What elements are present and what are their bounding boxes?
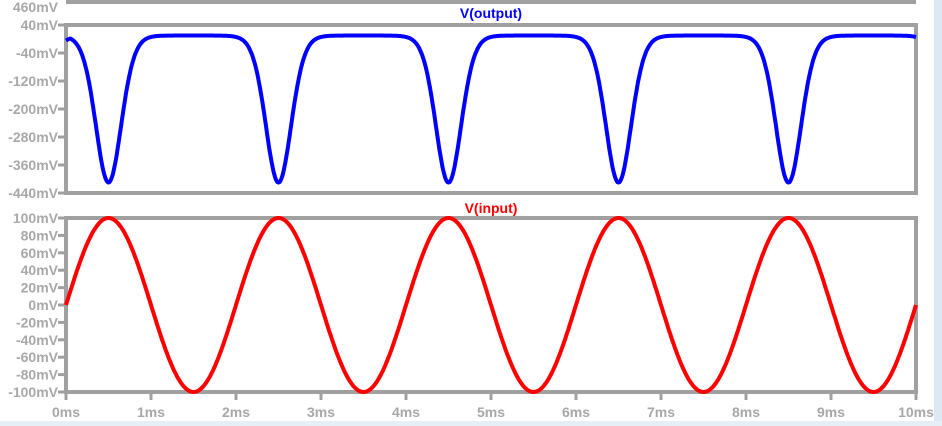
ytick-label: 0mV	[28, 297, 58, 313]
ytick-label: -40mV	[16, 332, 59, 348]
xtick-label: 2ms	[222, 404, 250, 420]
xtick-label: 7ms	[647, 404, 675, 420]
xtick-label: 10ms	[898, 404, 934, 420]
ytick-label: -80mV	[16, 367, 59, 383]
ytick-label: 80mV	[21, 227, 59, 243]
ytick-label: -40mV	[16, 45, 59, 61]
ytick-label: -20mV	[16, 314, 59, 330]
ytick-label: 60mV	[21, 245, 59, 261]
plot-frame	[64, 23, 918, 195]
vertical-scrollbar[interactable]	[934, 0, 942, 426]
output-pane[interactable]: 40mV -40mV -120mV -200mV -280mV -360mV -440mV	[8, 17, 918, 201]
ytick-label: -60mV	[16, 349, 59, 365]
ytick-label: 100mV	[13, 210, 59, 226]
ytick-label: -100mV	[8, 384, 58, 400]
xtick-label: 6ms	[562, 404, 590, 420]
trace-voutput[interactable]	[64, 33, 918, 185]
xtick-label: 4ms	[392, 404, 420, 420]
ytick-label: 40mV	[21, 262, 59, 278]
trace-vinput[interactable]	[64, 216, 918, 394]
xtick-label: 8ms	[732, 404, 760, 420]
ytick-label: 20mV	[21, 280, 59, 296]
xtick-label: 3ms	[307, 404, 335, 420]
xtick-label: 0ms	[52, 404, 80, 420]
ytick-label: -200mV	[8, 101, 58, 117]
ytick-label: -440mV	[8, 185, 58, 201]
ytick-label: 40mV	[21, 17, 59, 33]
input-trace-title[interactable]: V(input)	[465, 200, 518, 216]
xtick-label: 9ms	[817, 404, 845, 420]
ytick-label: -360mV	[8, 157, 58, 173]
status-bar	[0, 421, 942, 426]
output-trace-title[interactable]: V(output)	[460, 5, 522, 21]
xtick-label: 5ms	[477, 404, 505, 420]
clipped-ytick-label: 460mV	[13, 0, 59, 15]
ytick-label: -280mV	[8, 129, 58, 145]
xtick-label: 1ms	[137, 404, 165, 420]
ytick-label: -120mV	[8, 73, 58, 89]
